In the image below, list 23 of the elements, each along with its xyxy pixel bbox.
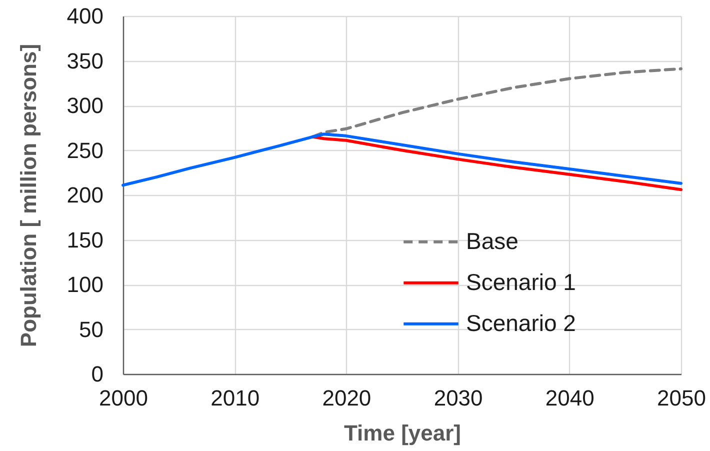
line-series (311, 135, 682, 192)
x-tick-label: 2030 (434, 386, 483, 410)
y-axis-title: Population [ million persons] (16, 44, 41, 348)
x-tick-label: 2040 (545, 386, 594, 410)
y-tick-label: 400 (66, 4, 104, 28)
line-series (311, 67, 682, 138)
y-tick-label: 50 (79, 316, 104, 342)
legend-label: Scenario 1 (466, 268, 576, 295)
y-tick-label: 250 (66, 138, 104, 163)
legend-label: Scenario 2 (466, 310, 576, 336)
x-axis-title: Time [year] (344, 420, 461, 446)
y-tick-label: 100 (66, 272, 104, 297)
line-series (122, 132, 682, 187)
y-tick-label: 300 (66, 93, 104, 118)
y-tick-label: 0 (91, 362, 104, 386)
x-tick-label: 2000 (99, 386, 148, 410)
y-tick-label: 150 (66, 227, 104, 252)
x-tick-label: 2050 (657, 386, 706, 410)
legend-label: Base (466, 228, 518, 254)
y-tick-label: 200 (66, 182, 104, 208)
x-tick-label: 2020 (322, 386, 372, 410)
x-tick-label: 2010 (210, 386, 260, 410)
y-tick-label: 350 (66, 48, 104, 74)
